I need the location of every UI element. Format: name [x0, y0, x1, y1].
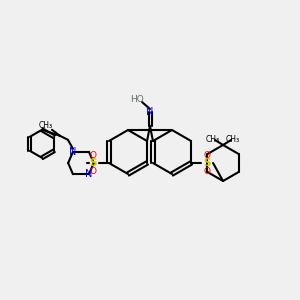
Text: S: S — [203, 158, 211, 168]
Text: N: N — [85, 169, 93, 179]
Text: N: N — [146, 107, 154, 117]
Text: O: O — [89, 151, 96, 160]
Text: CH₃: CH₃ — [226, 134, 240, 143]
Text: N: N — [69, 147, 76, 157]
Text: CH₃: CH₃ — [206, 134, 220, 143]
Text: O: O — [89, 167, 96, 176]
Text: CH₃: CH₃ — [39, 121, 53, 130]
Text: O: O — [204, 151, 211, 160]
Text: HO: HO — [130, 95, 144, 104]
Text: O: O — [204, 167, 211, 176]
Text: S: S — [89, 158, 97, 168]
